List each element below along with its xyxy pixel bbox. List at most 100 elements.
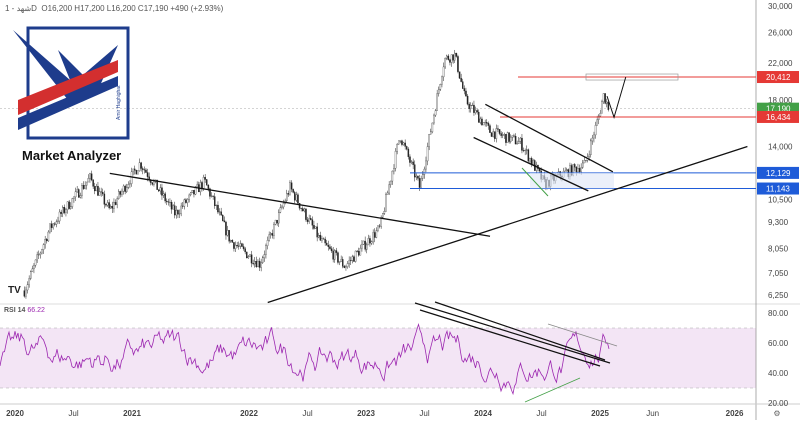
rsi-trendline — [419, 309, 601, 367]
candle — [166, 200, 168, 202]
candle — [505, 133, 507, 143]
candle — [244, 248, 246, 253]
candle — [44, 239, 46, 245]
candle — [174, 205, 176, 216]
candle — [242, 246, 245, 249]
candle — [186, 199, 189, 203]
candle — [127, 184, 130, 188]
price-label-text: 12,129 — [766, 169, 791, 178]
candle — [382, 213, 384, 218]
candle — [588, 154, 590, 157]
candle — [234, 244, 237, 249]
candle — [238, 245, 240, 247]
candle — [532, 160, 534, 165]
candle — [430, 131, 432, 135]
candle — [41, 249, 43, 254]
candle — [38, 254, 40, 256]
candle — [463, 88, 466, 92]
candle — [102, 191, 104, 195]
candle — [518, 141, 520, 144]
candle — [55, 221, 58, 225]
candle — [402, 142, 405, 145]
candle — [462, 81, 464, 89]
candle — [89, 173, 91, 179]
candle — [262, 257, 264, 263]
rsi-band — [0, 328, 756, 388]
candle — [172, 205, 174, 210]
candle — [535, 164, 538, 171]
candle — [297, 194, 299, 204]
candle — [303, 208, 306, 212]
candle — [358, 251, 360, 256]
candle — [201, 182, 203, 189]
price-label-badge — [757, 71, 799, 84]
candle — [415, 175, 418, 178]
candle — [521, 137, 523, 151]
rsi-tick-label: 80.00 — [768, 309, 789, 318]
candle — [302, 208, 304, 212]
candle — [210, 195, 213, 197]
candle — [31, 268, 34, 272]
candle — [295, 194, 298, 201]
candle — [329, 246, 331, 249]
candle — [446, 55, 448, 59]
rsi-tick-label: 40.00 — [768, 369, 789, 378]
candle — [175, 210, 178, 216]
candle — [250, 254, 253, 264]
candle — [252, 262, 254, 265]
price-tick-label: 30,000 — [768, 2, 793, 11]
candle — [380, 217, 382, 227]
candle — [129, 183, 131, 185]
candle — [140, 162, 142, 169]
candle — [246, 251, 248, 259]
time-tick-label: 2023 — [357, 409, 375, 418]
candle — [450, 54, 453, 63]
svg-text:Amir Haghighat: Amir Haghighat — [116, 85, 122, 120]
candle — [604, 93, 606, 104]
candle — [214, 196, 216, 206]
candle — [591, 137, 594, 142]
candle — [42, 244, 45, 250]
candle — [422, 174, 424, 179]
candle — [223, 220, 226, 223]
candle — [433, 114, 435, 124]
candle — [425, 160, 427, 170]
candle — [84, 185, 86, 189]
candle — [601, 101, 603, 114]
candle — [412, 161, 414, 165]
candle — [260, 262, 262, 268]
interval[interactable]: 1D — [5, 4, 37, 13]
candle — [318, 235, 320, 238]
candle — [94, 186, 96, 192]
candle — [527, 149, 530, 162]
time-tick-label: 2022 — [240, 409, 258, 418]
candle — [337, 252, 339, 263]
candle — [220, 211, 222, 216]
candle — [356, 250, 358, 252]
candle — [583, 160, 586, 164]
candle — [190, 192, 192, 196]
candle — [590, 140, 592, 156]
candle — [215, 204, 218, 206]
price-label-text: 20,412 — [766, 73, 791, 82]
candle — [481, 118, 483, 126]
candle — [436, 93, 438, 111]
candle — [326, 242, 328, 246]
candle — [126, 187, 128, 192]
price-label-badge — [757, 166, 799, 179]
rsi-trendline — [524, 377, 581, 403]
candle — [300, 208, 302, 209]
candle — [271, 233, 274, 236]
candle — [316, 226, 318, 238]
candle — [287, 193, 290, 195]
candle — [343, 266, 346, 268]
candle — [92, 179, 94, 187]
candle — [34, 259, 37, 266]
candle — [310, 218, 312, 220]
candle — [409, 156, 411, 163]
candle — [351, 256, 354, 261]
candle — [385, 194, 387, 212]
candle — [580, 167, 582, 172]
candle — [170, 201, 173, 210]
